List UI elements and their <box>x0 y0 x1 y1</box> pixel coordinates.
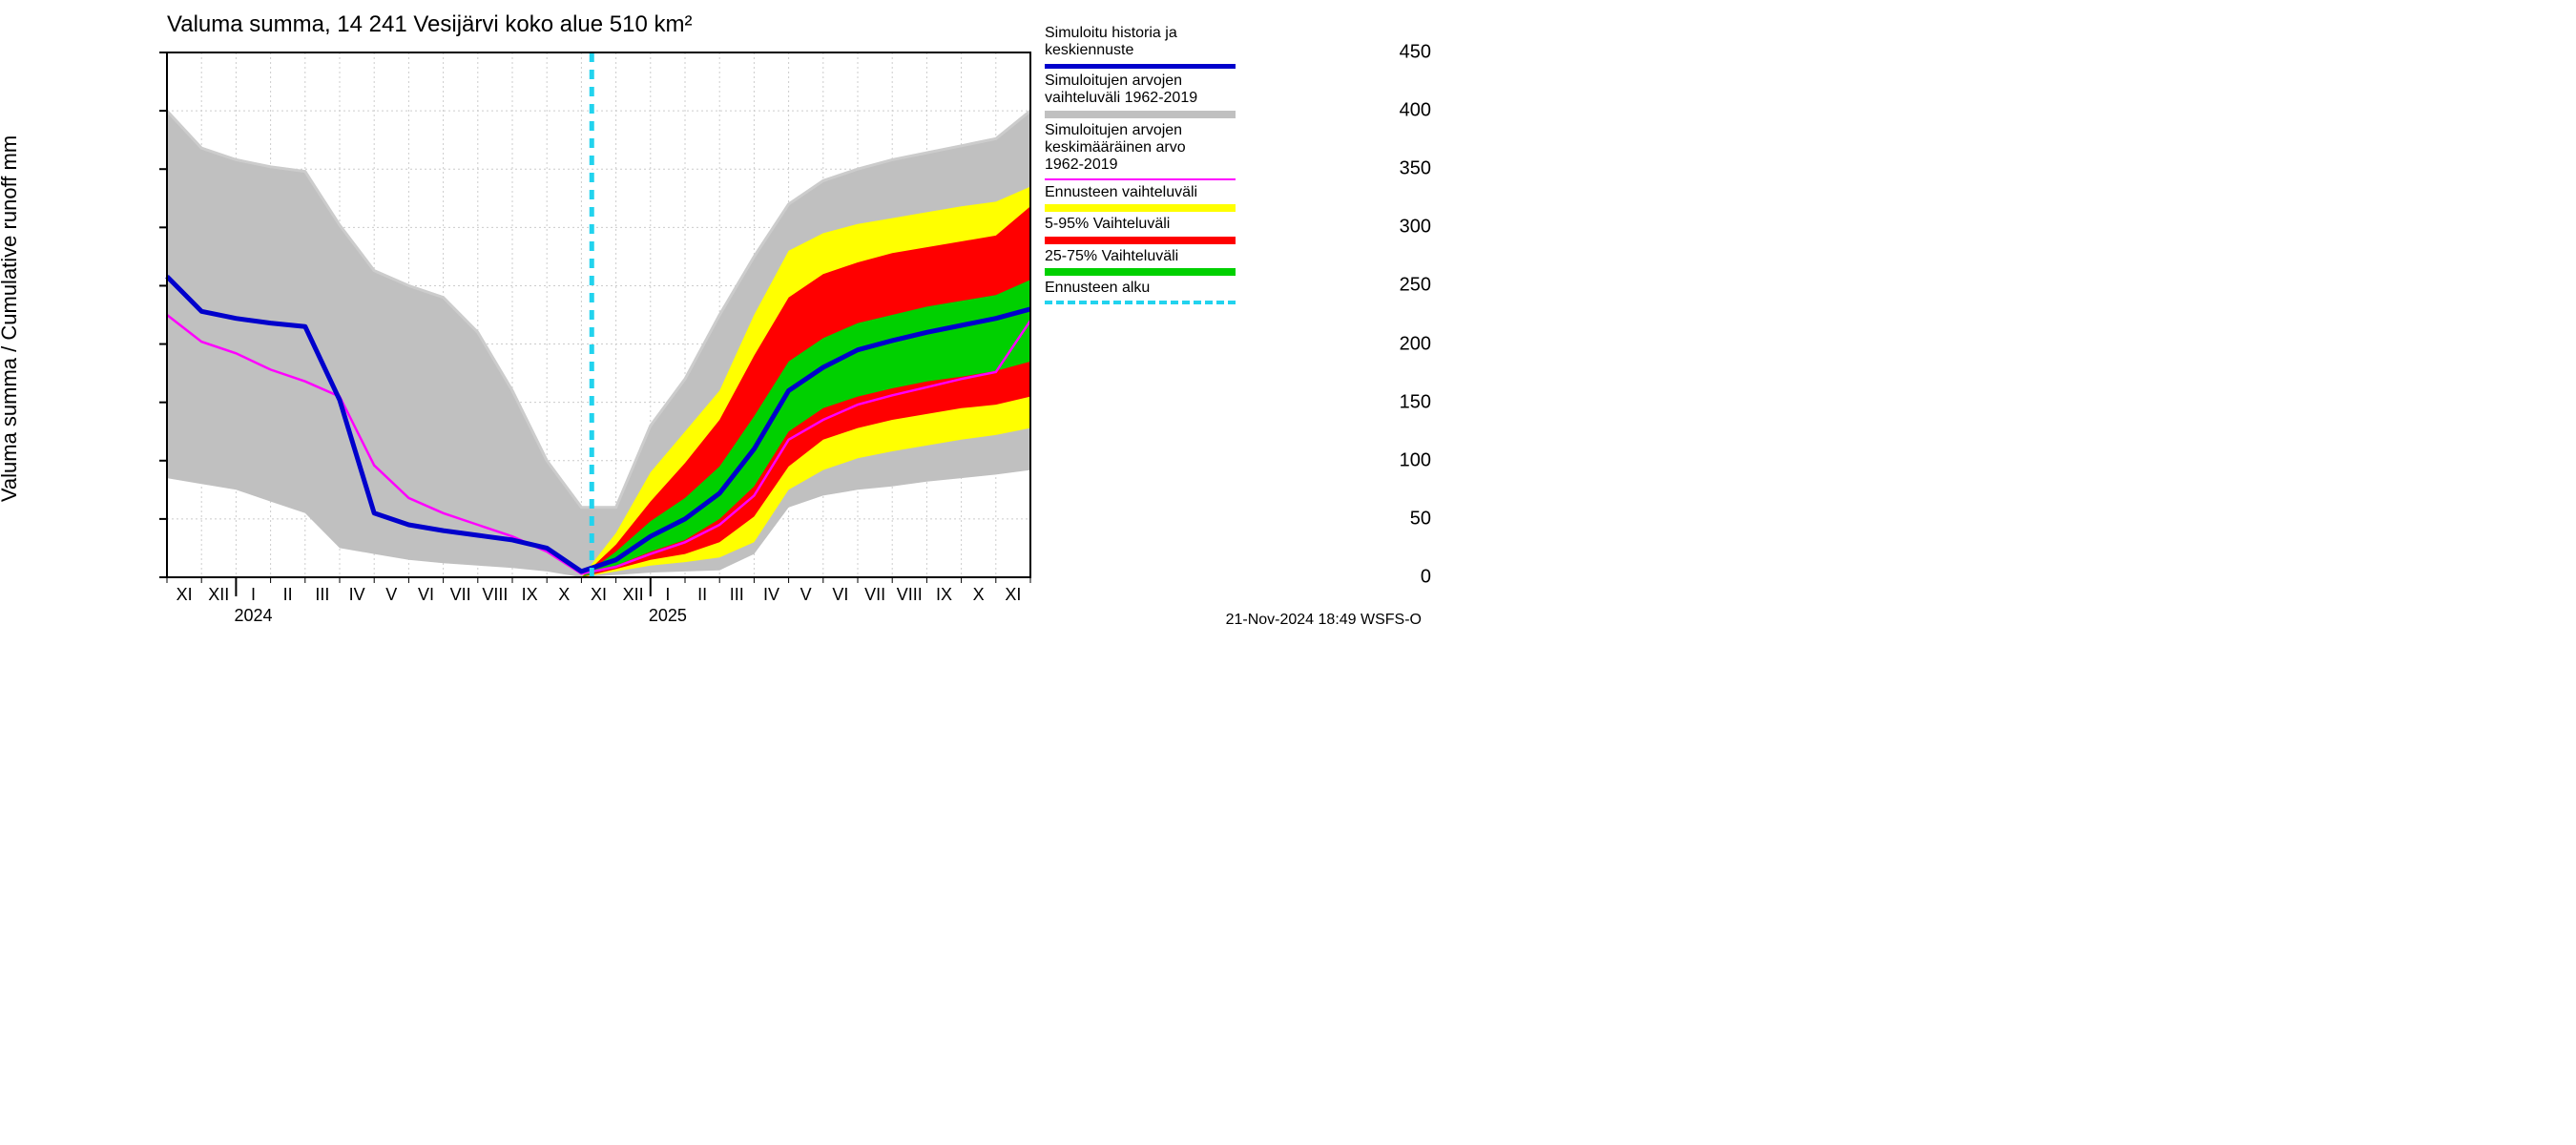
x-tick-label: IX <box>936 585 952 605</box>
y-tick-label: 300 <box>1278 217 1431 239</box>
x-tick-label: XI <box>1005 585 1021 605</box>
legend-label: Simuloitu historia ja keskiennuste <box>1045 25 1236 60</box>
x-tick-label: VI <box>418 585 434 605</box>
x-tick-label: VIII <box>897 585 923 605</box>
legend-item: 5-95% Vaihteluväli <box>1045 216 1236 243</box>
x-tick-label: V <box>800 585 812 605</box>
year-label: 2024 <box>234 606 272 626</box>
x-tick-label: II <box>283 585 293 605</box>
y-tick-label: 400 <box>1278 100 1431 122</box>
legend-swatch <box>1045 237 1236 244</box>
y-tick-label: 150 <box>1278 391 1431 413</box>
y-tick-label: 250 <box>1278 275 1431 297</box>
legend-item: 25-75% Vaihteluväli <box>1045 248 1236 276</box>
y-tick-label: 100 <box>1278 449 1431 471</box>
legend-swatch <box>1045 268 1236 276</box>
year-label: 2025 <box>649 606 687 626</box>
legend-item: Ennusteen alku <box>1045 280 1236 304</box>
x-tick-label: IX <box>522 585 538 605</box>
x-tick-label: III <box>730 585 744 605</box>
legend-label: Simuloitujen arvojen vaihteluväli 1962-2… <box>1045 73 1236 108</box>
legend-item: Ennusteen vaihteluväli <box>1045 184 1236 212</box>
y-tick-label: 50 <box>1278 508 1431 530</box>
x-tick-label: X <box>973 585 985 605</box>
legend-swatch <box>1045 178 1236 180</box>
legend-swatch <box>1045 111 1236 118</box>
legend-swatch <box>1045 301 1236 304</box>
y-tick-label: 450 <box>1278 42 1431 64</box>
y-tick-label: 0 <box>1278 567 1431 589</box>
legend-swatch <box>1045 64 1236 69</box>
y-tick-label: 350 <box>1278 158 1431 180</box>
x-tick-label: XII <box>208 585 229 605</box>
x-tick-label: I <box>665 585 670 605</box>
x-tick-label: VII <box>864 585 885 605</box>
x-tick-label: VII <box>450 585 471 605</box>
legend-label: Simuloitujen arvojen keskimääräinen arvo… <box>1045 122 1236 175</box>
legend-item: Simuloitujen arvojen keskimääräinen arvo… <box>1045 122 1236 180</box>
x-tick-label: VIII <box>482 585 508 605</box>
y-tick-label: 200 <box>1278 333 1431 355</box>
legend-label: 25-75% Vaihteluväli <box>1045 248 1236 265</box>
y-axis-label: Valuma summa / Cumulative runoff mm <box>0 135 22 502</box>
x-tick-label: XII <box>623 585 644 605</box>
x-tick-label: III <box>315 585 329 605</box>
legend: Simuloitu historia ja keskiennuste Simulo… <box>1045 25 1236 308</box>
x-tick-label: XI <box>591 585 607 605</box>
x-tick-label: IV <box>349 585 365 605</box>
x-tick-label: II <box>697 585 707 605</box>
chart-title: Valuma summa, 14 241 Vesijärvi koko alue… <box>167 11 693 38</box>
x-tick-label: X <box>558 585 570 605</box>
x-tick-label: XI <box>177 585 193 605</box>
x-tick-label: IV <box>763 585 779 605</box>
legend-swatch <box>1045 204 1236 212</box>
x-tick-label: V <box>385 585 397 605</box>
x-tick-label: I <box>251 585 256 605</box>
x-tick-label: VI <box>832 585 848 605</box>
legend-label: Ennusteen alku <box>1045 280 1236 297</box>
legend-item: Simuloitu historia ja keskiennuste <box>1045 25 1236 69</box>
chart-container: Valuma summa, 14 241 Vesijärvi koko alue… <box>0 0 1431 636</box>
legend-label: Ennusteen vaihteluväli <box>1045 184 1236 201</box>
legend-label: 5-95% Vaihteluväli <box>1045 216 1236 233</box>
legend-item: Simuloitujen arvojen vaihteluväli 1962-2… <box>1045 73 1236 118</box>
chart-footer: 21-Nov-2024 18:49 WSFS-O <box>1226 612 1422 629</box>
